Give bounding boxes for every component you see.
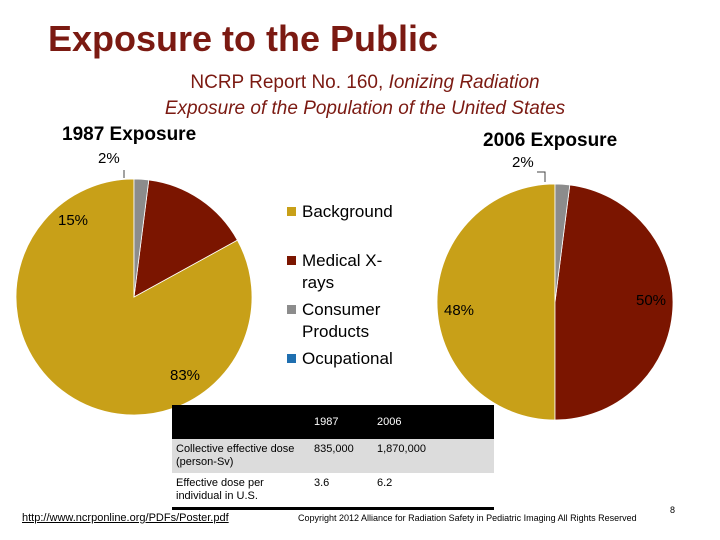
table-header-1987: 1987 [310, 405, 373, 439]
pie-1987-title: 1987 Exposure [62, 124, 197, 145]
table-header-row: 1987 2006 [172, 405, 494, 439]
table-cell-2006: 1,870,000 [373, 439, 494, 473]
pie-1987 [15, 178, 253, 416]
pie-2006-slice-consumer-products [554, 183, 571, 303]
pie-1987-slice-consumer-products [133, 178, 150, 298]
copyright-text: Copyright 2012 Alliance for Radiation Sa… [298, 513, 637, 523]
pie-1987-label-consumer: 2% [98, 150, 120, 167]
legend-item-consumer-products: Consumer Products [287, 299, 412, 343]
legend-item-background: Background [287, 201, 412, 223]
dose-table: 1987 2006 Collective effective dose (per… [172, 405, 494, 510]
legend-label-ocupational: Ocupational [302, 349, 393, 368]
pie-2006-label-background: 50% [636, 292, 667, 309]
legend-label-consumer-products: Consumer Products [302, 300, 381, 341]
legend-label-medical-xrays: Medical X-rays [302, 251, 383, 292]
pie-2006-slice-background [436, 183, 556, 421]
legend-item-medical-xrays: Medical X-rays [287, 250, 412, 294]
table-row: Collective effective dose (person-Sv) 83… [172, 439, 494, 473]
legend-swatch-consumer-products [287, 305, 296, 314]
legend-swatch-background [287, 207, 296, 216]
report-citation-line1: NCRP Report No. 160, Ionizing Radiation [0, 72, 720, 94]
table-row: Effective dose per individual in U.S. 3.… [172, 473, 494, 509]
report-number: NCRP Report No. 160, [190, 72, 389, 93]
table-cell-row-label: Effective dose per individual in U.S. [172, 473, 310, 509]
pie-2006-leader-line [537, 171, 546, 182]
legend-swatch-medical-xrays [287, 256, 296, 265]
pie-1987-slice-medical-x-rays [133, 179, 238, 298]
table-cell-2006: 6.2 [373, 473, 494, 509]
report-title-part2: Exposure of the Population of the United… [164, 98, 566, 119]
table-cell-1987: 835,000 [310, 439, 373, 473]
slide-title: Exposure to the Public [48, 18, 439, 59]
legend-swatch-ocupational [287, 354, 296, 363]
table-header-2006: 2006 [373, 405, 494, 439]
table-cell-1987: 3.6 [310, 473, 373, 509]
pie-2006-label-medical: 48% [444, 302, 475, 319]
pie-2006-slice-medical-x-rays [554, 184, 674, 421]
pie-2006-title: 2006 Exposure [483, 130, 618, 151]
pie-2006 [436, 183, 674, 421]
table-cell-row-label: Collective effective dose (person-Sv) [172, 439, 310, 473]
pie-1987-label-medical: 15% [58, 212, 89, 229]
slide-number: 8 [670, 505, 676, 515]
report-title-part1: Ionizing Radiation [388, 72, 540, 93]
table-header-blank [172, 405, 310, 439]
pie-2006-label-consumer: 2% [512, 154, 534, 171]
legend-item-ocupational: Ocupational [287, 348, 412, 370]
pie-1987-label-background: 83% [170, 367, 201, 384]
legend-label-background: Background [302, 202, 393, 221]
source-link[interactable]: http://www.ncrponline.org/PDFs/Poster.pd… [22, 512, 229, 524]
